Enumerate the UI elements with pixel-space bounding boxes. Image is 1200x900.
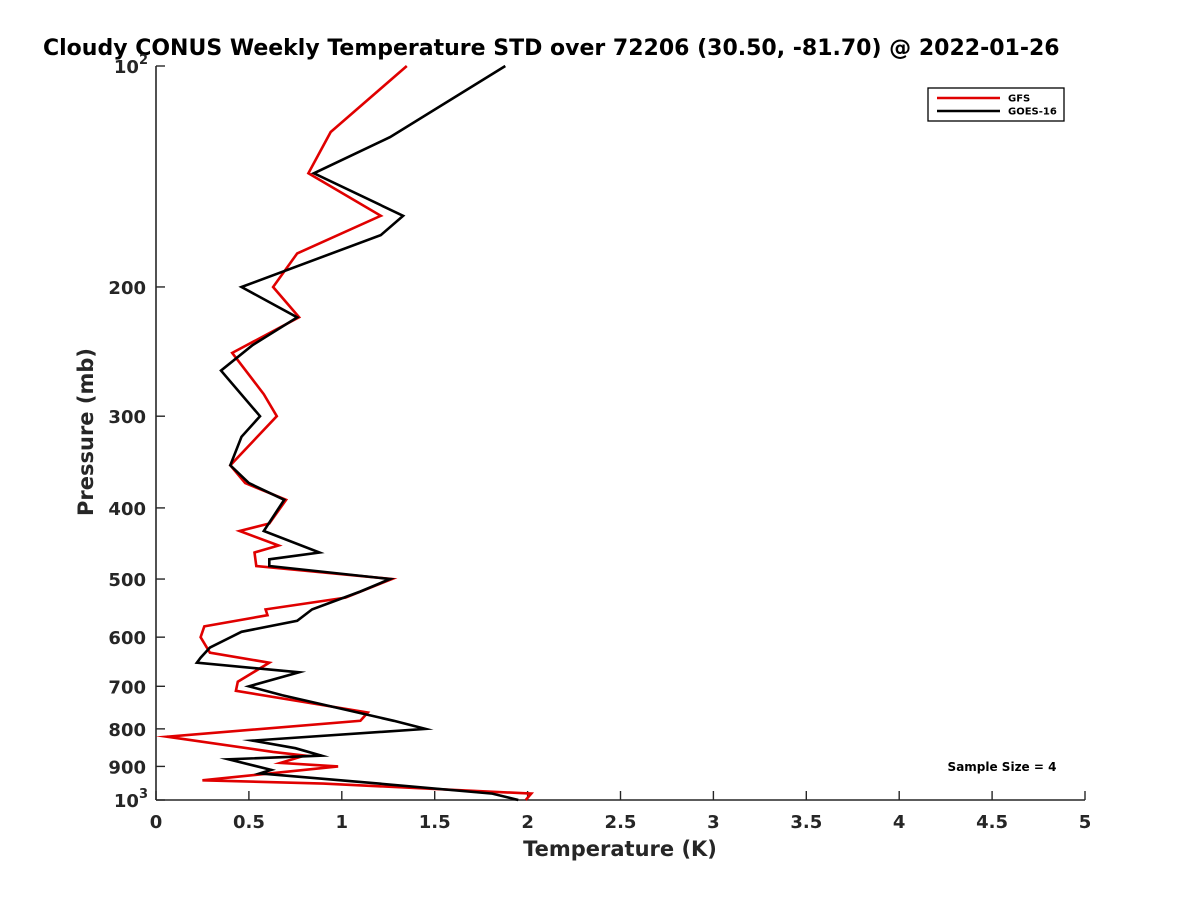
x-tick-label: 2.5 xyxy=(605,812,637,833)
series-layer xyxy=(155,64,535,802)
x-tick-label: 1.5 xyxy=(419,812,451,833)
y-tick-label: 300 xyxy=(108,407,146,428)
chart-title: Cloudy CONUS Weekly Temperature STD over… xyxy=(43,36,1060,61)
legend-label: GFS xyxy=(1008,94,1030,105)
x-tick-label: 0 xyxy=(150,812,163,833)
y-tick-label: 102 xyxy=(114,53,148,78)
plot-area: 0 0.5 1 1.5 2 2.5 3 3.5 4 4.5 5 102 200 300 400 500 600 7… xyxy=(108,53,1091,833)
y-tick-label: 500 xyxy=(108,570,146,591)
x-tick-label: 3.5 xyxy=(790,812,822,833)
y-tick-label: 400 xyxy=(108,499,146,520)
series-line-goes-16 xyxy=(194,64,519,802)
y-tick-label: 800 xyxy=(108,720,146,741)
x-tick-label: 0.5 xyxy=(233,812,265,833)
x-tick-label: 4.5 xyxy=(976,812,1008,833)
x-tick-label: 2 xyxy=(521,812,534,833)
x-tick-label: 4 xyxy=(893,812,906,833)
y-tick-label: 700 xyxy=(108,677,146,698)
y-tick-label: 200 xyxy=(108,278,146,299)
legend: GFS GOES-16 xyxy=(927,87,1065,122)
y-tick-label: 103 xyxy=(114,787,148,812)
y-tick-label: 900 xyxy=(108,757,146,778)
x-tick-label: 5 xyxy=(1079,812,1092,833)
x-tick-label: 1 xyxy=(336,812,349,833)
x-axis-label: Temperature (K) xyxy=(523,837,717,861)
sample-size-annotation: Sample Size = 4 xyxy=(948,760,1057,774)
y-axis-label: Pressure (mb) xyxy=(74,348,98,516)
legend-label: GOES-16 xyxy=(1008,107,1057,118)
legend-box xyxy=(927,87,1065,122)
series-line-gfs xyxy=(155,65,535,801)
x-tick-label: 3 xyxy=(707,812,720,833)
y-tick-label: 600 xyxy=(108,628,146,649)
